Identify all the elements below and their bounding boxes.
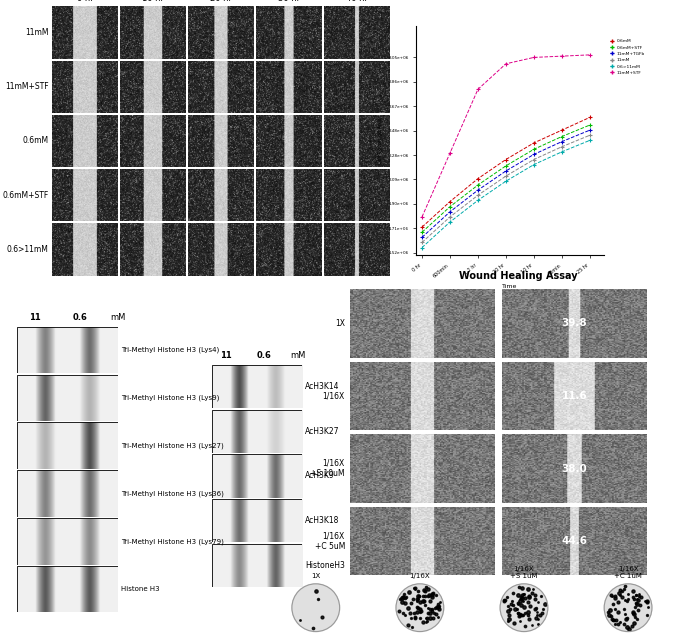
Text: AcH3K18: AcH3K18 [305, 516, 340, 525]
Text: 0.6mM: 0.6mM [22, 137, 49, 145]
Text: 39.8: 39.8 [561, 318, 587, 329]
Text: Tri-Methyl Histone H3 (Lys27): Tri-Methyl Histone H3 (Lys27) [121, 442, 224, 449]
Text: Tri-Methyl Histone H3 (Lys4): Tri-Methyl Histone H3 (Lys4) [121, 346, 220, 353]
Text: 0.6: 0.6 [72, 313, 87, 322]
Circle shape [396, 584, 443, 632]
Text: 11: 11 [29, 313, 40, 322]
Text: 11: 11 [220, 352, 231, 360]
Circle shape [604, 584, 652, 632]
Text: AcH3K9: AcH3K9 [305, 471, 335, 480]
Text: 1/16X
+C 5uM: 1/16X +C 5uM [314, 531, 345, 551]
Text: 0.6: 0.6 [256, 352, 271, 360]
Text: 11.6: 11.6 [561, 391, 587, 401]
Legend: 0.6mM, 0.6mM+STF, 11mM+TGFb, 11mM, 0.6>11mM, 11mM+STF: 0.6mM, 0.6mM+STF, 11mM+TGFb, 11mM, 0.6>1… [610, 39, 645, 75]
Text: 1/16X
+S 10uM: 1/16X +S 10uM [310, 459, 345, 478]
Circle shape [292, 584, 339, 632]
Text: 38.0: 38.0 [561, 464, 587, 473]
Text: 0 hr: 0 hr [76, 0, 94, 3]
Text: 0.6>11mM: 0.6>11mM [7, 245, 49, 254]
X-axis label: Time: Time [502, 285, 518, 289]
Circle shape [500, 584, 548, 632]
Text: Tri-Methyl Histone H3 (Lys36): Tri-Methyl Histone H3 (Lys36) [121, 490, 224, 497]
Text: 1X: 1X [335, 319, 345, 328]
Text: 44.6: 44.6 [561, 536, 588, 546]
Text: 1/16X
+S 1uM: 1/16X +S 1uM [510, 566, 538, 579]
Text: 10 hr: 10 hr [142, 0, 164, 3]
Text: AcH3K27: AcH3K27 [305, 427, 340, 436]
Text: 11mM+STF: 11mM+STF [5, 82, 49, 91]
Text: Wound Healing Assay: Wound Healing Assay [459, 271, 578, 281]
Text: 20 hr: 20 hr [210, 0, 232, 3]
Text: 11mM: 11mM [25, 28, 49, 37]
Text: Tri-Methyl Histone H3 (Lys9): Tri-Methyl Histone H3 (Lys9) [121, 394, 220, 401]
Text: 30 hr: 30 hr [278, 0, 300, 3]
Text: mM: mM [291, 352, 306, 360]
Text: HistoneH3: HistoneH3 [305, 561, 345, 570]
Text: mM: mM [110, 313, 126, 322]
Text: Tri-Methyl Histone H3 (Lys79): Tri-Methyl Histone H3 (Lys79) [121, 538, 224, 545]
Text: 40 hr: 40 hr [346, 0, 368, 3]
Text: 1/16X: 1/16X [409, 573, 430, 579]
Text: 1/16X: 1/16X [323, 392, 345, 401]
Y-axis label: Cell Coverage Area: Cell Coverage Area [378, 117, 383, 164]
Text: Histone H3: Histone H3 [121, 586, 160, 592]
Text: 1/16X
+C 1uM: 1/16X +C 1uM [614, 566, 642, 579]
Text: 1X: 1X [311, 573, 321, 579]
Text: AcH3K14: AcH3K14 [305, 382, 340, 391]
Text: 0.6mM+STF: 0.6mM+STF [2, 191, 49, 200]
